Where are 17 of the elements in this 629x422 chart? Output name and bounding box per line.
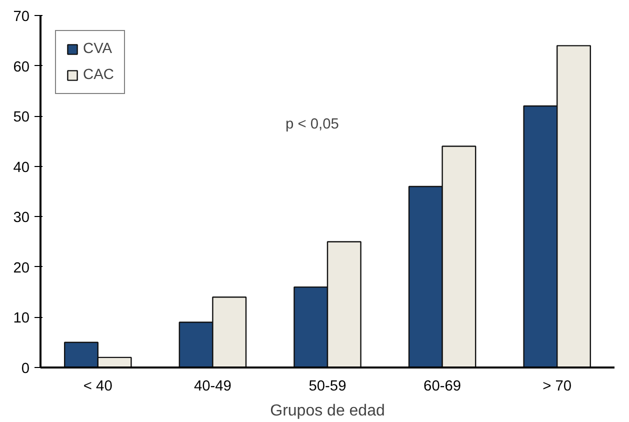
y-tick-label: 30 <box>13 210 30 226</box>
x-axis-title: Grupos de edad <box>270 402 385 420</box>
y-tick-label: 0 <box>21 361 30 377</box>
x-tick-label: < 40 <box>83 378 112 394</box>
y-tick-label: 50 <box>13 110 30 126</box>
x-tick-label: 50-59 <box>308 378 346 394</box>
x-tick-label: > 70 <box>542 378 572 394</box>
x-tick-label: 60-69 <box>424 378 462 394</box>
legend-label: CVA <box>83 41 112 57</box>
x-tick-label: 40-49 <box>194 378 232 394</box>
y-tick-label: 20 <box>13 260 30 276</box>
y-tick-label: 70 <box>13 9 30 25</box>
annotation: p < 0,05 <box>286 116 339 132</box>
y-tick-label: 40 <box>13 160 30 176</box>
y-tick-label: 60 <box>13 59 30 76</box>
y-tick-label: 10 <box>13 310 30 327</box>
legend-label: CAC <box>83 67 114 83</box>
